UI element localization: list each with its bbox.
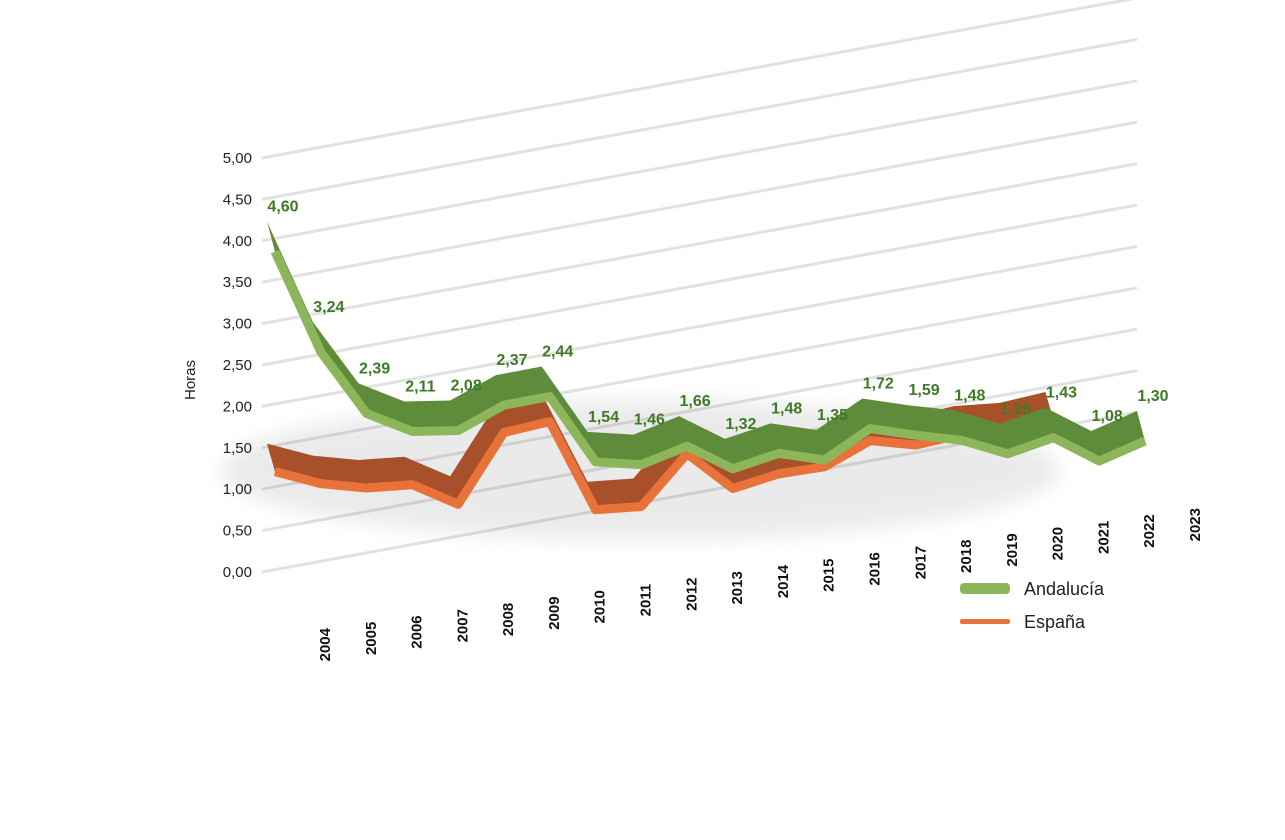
x-tick-label: 2010 [592,590,609,623]
data-label: 2,08 [451,378,482,395]
data-label: 1,32 [725,416,756,433]
legend-swatch-espana [960,619,1010,624]
y-tick-label: 3,00 [223,316,252,333]
x-tick-label: 2006 [409,615,426,648]
data-label: 1,54 [588,409,619,426]
data-label: 1,48 [771,400,802,417]
y-tick-label: 2,50 [223,357,252,374]
x-tick-label: 2015 [821,559,838,592]
y-tick-label: 0,00 [223,564,252,581]
series-ribbon-0 [267,221,1145,469]
gridline [261,0,1135,160]
data-label: 2,44 [542,344,573,361]
series-layer [220,221,1147,540]
y-tick-label: 4,50 [223,191,252,208]
x-tick-label: 2009 [546,596,563,629]
data-label: 1,72 [863,376,894,393]
data-label: 1,66 [680,393,711,410]
y-tick-label: 4,00 [223,233,252,250]
gridline [261,37,1138,201]
data-label: 4,60 [267,199,298,216]
y-tick-label: 0,50 [223,523,252,540]
x-tick-label: 2018 [958,540,975,573]
data-label: 1,30 [1137,388,1168,405]
x-axis-ticks: 2004 2005 2006 2007 2008 2009 2010 2011 2012 2013… [317,508,1204,661]
x-tick-label: 2008 [500,603,517,636]
x-tick-label: 2007 [454,609,471,642]
x-tick-label: 2020 [1050,527,1067,560]
data-label: 2,11 [405,378,435,395]
x-tick-label: 2021 [1095,521,1112,554]
x-tick-label: 2004 [317,627,334,661]
series-line-0 [270,249,1147,474]
x-tick-label: 2022 [1141,514,1158,547]
gridline [261,203,1138,367]
data-labels: 4,60 3,24 2,39 2,11 2,08 2,37 2,44 1,54 1,46 1,66… [267,199,1168,433]
x-tick-label: 2016 [866,552,883,585]
data-label: 1,59 [908,382,939,399]
legend-swatch-andalucia [960,583,1010,594]
data-label: 2,39 [359,360,390,377]
x-tick-label: 2011 [638,584,655,617]
gridline [261,120,1138,284]
x-tick-label: 2013 [729,571,746,604]
data-label: 1,35 [817,407,848,424]
y-axis-ticks: 0,000,501,001,502,002,503,003,504,004,50… [223,150,252,581]
data-label: 1,48 [954,387,985,404]
gridline [261,244,1138,408]
legend-label-andalucia: Andalucía [1024,579,1105,599]
data-label: 2,37 [496,352,527,369]
legend-label-espana: España [1024,612,1086,632]
y-tick-label: 5,00 [223,150,252,167]
data-label: 1,43 [1046,385,1077,402]
x-tick-label: 2017 [912,546,929,579]
y-tick-label: 2,00 [223,398,252,415]
x-tick-label: 2005 [363,622,380,655]
x-tick-label: 2014 [775,564,792,598]
data-label: 1,46 [634,412,665,429]
series-line-1 [273,415,1055,515]
data-label: 1,26 [1000,401,1031,418]
data-label: 1,08 [1092,408,1123,425]
gridline [261,79,1138,243]
y-tick-label: 3,50 [223,274,252,291]
legend: Andalucía España [960,579,1105,632]
y-axis-label: Horas [182,360,199,400]
gridline [261,162,1138,326]
x-tick-label: 2019 [1004,533,1021,566]
x-tick-label: 2023 [1187,508,1204,541]
x-tick-label: 2012 [683,577,700,610]
data-label: 3,24 [313,299,344,316]
